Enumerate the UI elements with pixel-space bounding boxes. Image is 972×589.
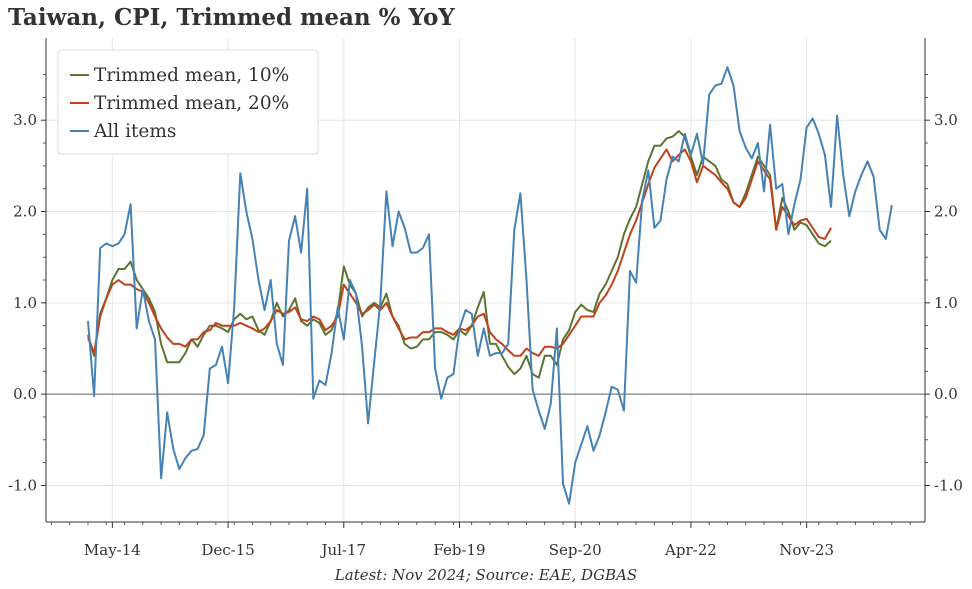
y-tick-labels-left: -1.0 0.0 1.0 2.0 3.0 bbox=[8, 111, 37, 494]
source-note: Latest: Nov 2024; Source: EAE, DGBAS bbox=[334, 566, 638, 584]
legend-label-all-items: All items bbox=[93, 121, 176, 142]
y-tick-label-left: 0.0 bbox=[13, 385, 37, 403]
y-tick-label-right: 0.0 bbox=[934, 385, 958, 403]
y-tick-label-left: 2.0 bbox=[13, 203, 37, 221]
legend-label-trimmed-10: Trimmed mean, 10% bbox=[94, 65, 289, 86]
x-tick-labels: May-14 Dec-15 Jul-17 Feb-19 Sep-20 Apr-22 Nov-… bbox=[84, 541, 834, 559]
y-tick-label-left: -1.0 bbox=[8, 476, 37, 494]
y-tick-label-right: -1.0 bbox=[934, 476, 963, 494]
chart-title: Taiwan, CPI, Trimmed mean % YoY bbox=[8, 4, 455, 31]
x-tick-label: Feb-19 bbox=[433, 541, 485, 559]
y-tick-label-right: 2.0 bbox=[934, 203, 958, 221]
legend-label-trimmed-20: Trimmed mean, 20% bbox=[94, 93, 289, 114]
x-tick-label: Dec-15 bbox=[201, 541, 254, 559]
y-tick-label-left: 3.0 bbox=[13, 111, 37, 129]
x-tick-label: May-14 bbox=[84, 541, 141, 559]
x-tick-label: Nov-23 bbox=[779, 541, 834, 559]
series-line-all-items bbox=[87, 66, 893, 505]
x-tick-label: Sep-20 bbox=[549, 541, 602, 559]
x-tick-label: Jul-17 bbox=[319, 541, 366, 559]
legend: Trimmed mean, 10% Trimmed mean, 20% All … bbox=[57, 49, 319, 155]
series-lines bbox=[87, 66, 893, 505]
legend-box bbox=[57, 49, 319, 155]
y-tick-labels-right: -1.0 0.0 1.0 2.0 3.0 bbox=[934, 111, 963, 494]
tick-marks bbox=[41, 74, 930, 528]
y-tick-label-right: 3.0 bbox=[934, 111, 958, 129]
y-tick-label-right: 1.0 bbox=[934, 294, 958, 312]
y-tick-label-left: 1.0 bbox=[13, 294, 37, 312]
x-tick-label: Apr-22 bbox=[664, 541, 717, 559]
